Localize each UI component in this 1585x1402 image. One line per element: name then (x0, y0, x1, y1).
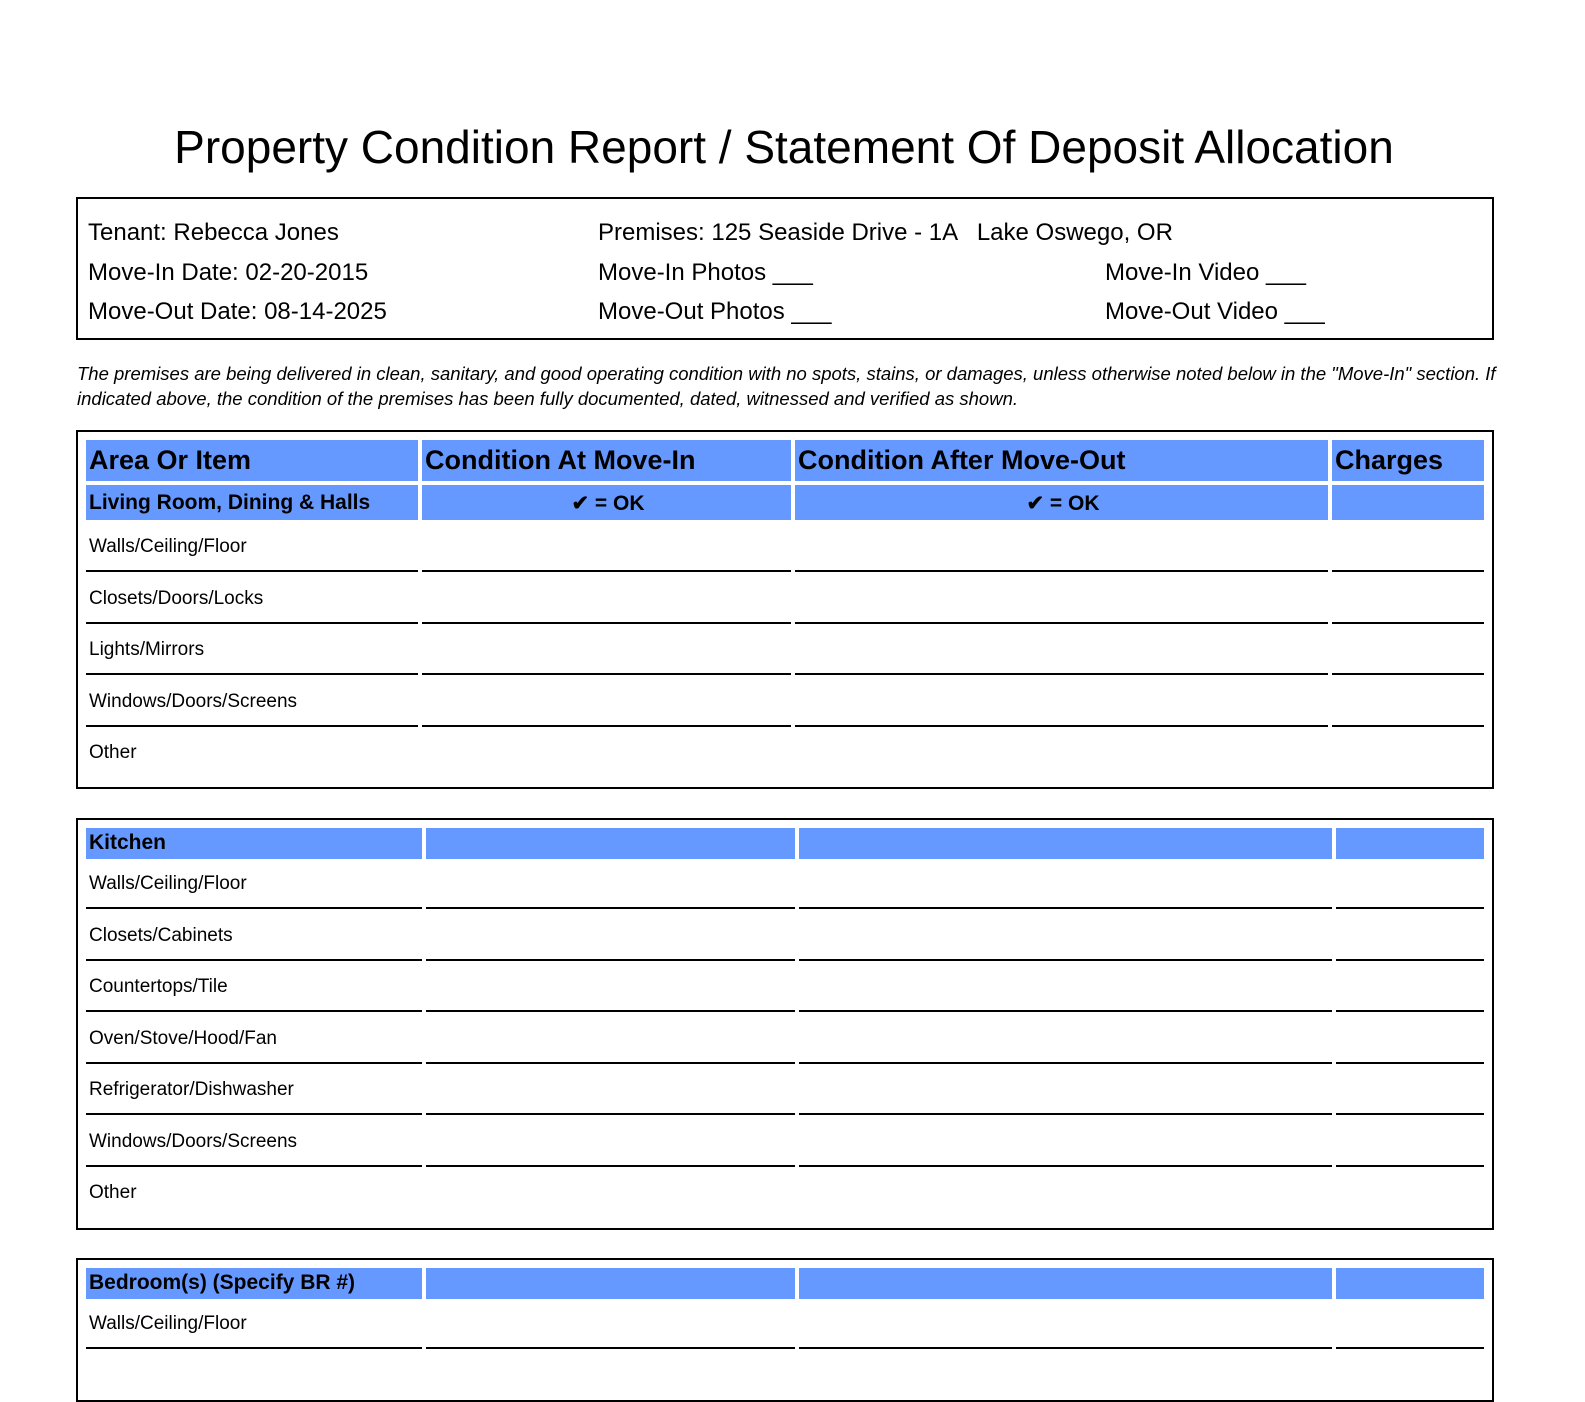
move-in-date: Move-In Date: 02-20-2015 (88, 259, 369, 286)
table-row: Walls/Ceiling/Floor (86, 859, 1488, 909)
table-row: Walls/Ceiling/Floor (86, 522, 1488, 572)
entry-cell[interactable] (426, 1014, 795, 1064)
section-header-row: Living Room, Dining & Halls ✔ = OK ✔ = OK (86, 485, 1488, 520)
move-in-photos: Move-In Photos ___ (598, 259, 813, 286)
tenant: Tenant: Rebecca Jones (88, 219, 339, 246)
condition-note: The premises are being delivered in clea… (77, 363, 1496, 409)
item-label: Walls/Ceiling/Floor (86, 1299, 422, 1349)
ok-legend (1332, 485, 1484, 520)
entry-cell[interactable] (799, 1117, 1332, 1167)
move-out-video: Move-Out Video ___ (1105, 298, 1325, 325)
move-out-photos: Move-Out Photos ___ (598, 298, 832, 325)
premises: Premises: 125 Seaside Drive - 1A Lake Os… (598, 219, 1173, 246)
entry-cell[interactable] (795, 728, 1328, 778)
entry-cell[interactable] (422, 677, 791, 727)
item-label: Windows/Doors/Screens (86, 677, 418, 727)
entry-cell[interactable] (1336, 1168, 1484, 1218)
entry-cell[interactable] (799, 1065, 1332, 1115)
item-label: Oven/Stove/Hood/Fan (86, 1014, 422, 1064)
section-table: Kitchen Walls/Ceiling/Floor Closets/Cabine… (76, 818, 1494, 1230)
entry-cell[interactable] (795, 625, 1328, 675)
entry-cell[interactable] (1332, 625, 1484, 675)
entry-cell[interactable] (1332, 522, 1484, 572)
header-cell (1336, 1268, 1484, 1299)
entry-cell[interactable] (799, 1014, 1332, 1064)
entry-cell[interactable] (1336, 962, 1484, 1012)
table-row: Refrigerator/Dishwasher (86, 1065, 1488, 1115)
table-row: Walls/Ceiling/Floor (86, 1299, 1488, 1349)
entry-cell[interactable] (426, 1117, 795, 1167)
section-name: Living Room, Dining & Halls (86, 485, 418, 520)
entry-cell[interactable] (1336, 1065, 1484, 1115)
entry-cell[interactable] (799, 859, 1332, 909)
header-cell (1336, 828, 1484, 859)
entry-cell[interactable] (795, 574, 1328, 624)
table-row: Windows/Doors/Screens (86, 1117, 1488, 1167)
header-cell (799, 1268, 1332, 1299)
entry-cell[interactable] (426, 911, 795, 961)
section-table: Bedroom(s) (Specify BR #) Walls/Ceiling/F… (76, 1258, 1494, 1402)
entry-cell[interactable] (422, 522, 791, 572)
item-label: Walls/Ceiling/Floor (86, 859, 422, 909)
item-label: Closets/Doors/Locks (86, 574, 418, 624)
header-cell (799, 828, 1332, 859)
entry-cell[interactable] (1336, 859, 1484, 909)
item-label: Lights/Mirrors (86, 625, 418, 675)
entry-cell[interactable] (795, 522, 1328, 572)
item-label: Other (89, 1182, 137, 1203)
entry-cell[interactable] (422, 574, 791, 624)
section-name: Bedroom(s) (Specify BR #) (86, 1268, 422, 1299)
ok-legend: ✔ = OK (795, 485, 1328, 520)
entry-cell[interactable] (426, 859, 795, 909)
section-name: Kitchen (86, 828, 422, 859)
tenant-info-box: Tenant: Rebecca Jones Move-In Date: 02-2… (76, 197, 1494, 340)
item-label: Countertops/Tile (86, 962, 422, 1012)
column-header-row: Area Or Item Condition At Move-In Conditio… (86, 440, 1488, 481)
entry-cell[interactable] (422, 728, 791, 778)
page-title: Property Condition Report / Statement Of… (174, 121, 1394, 173)
entry-cell[interactable] (426, 1065, 795, 1115)
entry-cell[interactable] (1336, 1117, 1484, 1167)
entry-cell[interactable] (1332, 677, 1484, 727)
item-label: Closets/Cabinets (86, 911, 422, 961)
entry-cell[interactable] (426, 1299, 795, 1349)
entry-cell[interactable] (799, 962, 1332, 1012)
column-header: Area Or Item (86, 440, 418, 481)
column-header: Charges (1332, 440, 1484, 481)
entry-cell[interactable] (426, 1168, 795, 1218)
table-row: Countertops/Tile (86, 962, 1488, 1012)
entry-cell[interactable] (1332, 728, 1484, 778)
entry-cell[interactable] (795, 677, 1328, 727)
entry-cell[interactable] (1336, 911, 1484, 961)
entry-cell[interactable] (799, 1168, 1332, 1218)
entry-cell[interactable] (1336, 1014, 1484, 1064)
entry-cell[interactable] (422, 625, 791, 675)
header-cell (426, 828, 795, 859)
entry-cell[interactable] (799, 1299, 1332, 1349)
section-table: Area Or Item Condition At Move-In Conditio… (76, 430, 1494, 789)
item-label: Other (89, 742, 137, 763)
entry-cell[interactable] (426, 962, 795, 1012)
ok-legend: ✔ = OK (422, 485, 791, 520)
item-label: Windows/Doors/Screens (86, 1117, 422, 1167)
item-label: Walls/Ceiling/Floor (86, 522, 418, 572)
entry-cell[interactable] (799, 911, 1332, 961)
table-row: Other (86, 1168, 1488, 1218)
entry-cell[interactable] (1332, 574, 1484, 624)
header-cell (426, 1268, 795, 1299)
entry-cell[interactable] (1336, 1299, 1484, 1349)
table-row: Closets/Cabinets (86, 911, 1488, 961)
table-row: Windows/Doors/Screens (86, 677, 1488, 727)
table-row: Lights/Mirrors (86, 625, 1488, 675)
column-header: Condition After Move-Out (795, 440, 1328, 481)
table-row: Closets/Doors/Locks (86, 574, 1488, 624)
section-header-row: Bedroom(s) (Specify BR #) (86, 1268, 1488, 1299)
table-row: Oven/Stove/Hood/Fan (86, 1014, 1488, 1064)
section-header-row: Kitchen (86, 828, 1488, 859)
move-out-date: Move-Out Date: 08-14-2025 (88, 298, 387, 325)
table-row: Other (86, 728, 1488, 778)
item-label: Refrigerator/Dishwasher (86, 1065, 422, 1115)
column-header: Condition At Move-In (422, 440, 791, 481)
move-in-video: Move-In Video ___ (1105, 259, 1307, 286)
